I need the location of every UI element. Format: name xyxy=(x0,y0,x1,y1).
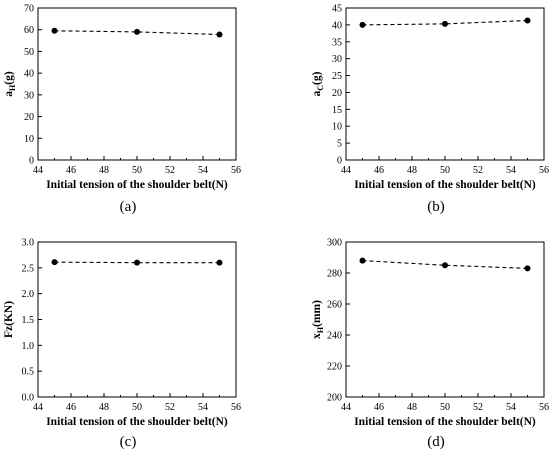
y-tick-label: 3.0 xyxy=(22,238,35,249)
x-tick-label: 44 xyxy=(33,402,43,413)
y-tick-label: 2.5 xyxy=(22,263,35,274)
y-tick-label: 50 xyxy=(24,47,34,58)
x-tick-label: 54 xyxy=(198,402,208,413)
x-tick-label: 54 xyxy=(198,165,208,176)
y-tick-label: 280 xyxy=(327,269,342,280)
data-point xyxy=(524,265,531,272)
x-tick-label: 48 xyxy=(99,402,109,413)
x-tick-label: 56 xyxy=(539,402,549,413)
chart-panel: 44 46 48 50 52 54 56 0.0 0.5 1.0 1.5 2.0 2.5 3.0 Initi… xyxy=(3,238,241,429)
y-tick-label: 10 xyxy=(24,134,34,145)
x-tick-label: 48 xyxy=(99,165,109,176)
x-tick-label: 54 xyxy=(506,165,516,176)
x-tick-label: 54 xyxy=(506,402,516,413)
plot-frame xyxy=(345,7,545,161)
y-tick-label: 0 xyxy=(29,156,34,167)
data-point xyxy=(359,257,366,264)
y-axis-label: aC(g) xyxy=(311,71,325,96)
x-tick-label: 52 xyxy=(473,402,483,413)
x-tick-label: 46 xyxy=(374,402,384,413)
y-tick-label: 40 xyxy=(24,69,34,80)
y-tick-label: 25 xyxy=(332,71,342,82)
data-point xyxy=(51,27,58,34)
y-tick-label: 30 xyxy=(24,90,34,101)
y-tick-label: 5 xyxy=(337,139,342,150)
y-tick-label: 1.5 xyxy=(22,315,35,326)
y-tick-label: 200 xyxy=(327,393,342,404)
data-point xyxy=(134,28,140,35)
y-tick-label: 70 xyxy=(24,4,34,15)
y-tick-label: 0.5 xyxy=(22,367,35,378)
y-tick-label: 45 xyxy=(332,4,342,15)
x-tick-label: 56 xyxy=(231,165,241,176)
x-tick-label: 46 xyxy=(66,402,76,413)
panel-label-b: (b) xyxy=(427,199,445,215)
y-tick-label: 1.0 xyxy=(22,341,35,352)
y-axis-label: xH(mm) xyxy=(311,300,325,339)
y-tick-label: 0 xyxy=(337,156,342,167)
x-tick-label: 44 xyxy=(341,402,351,413)
x-axis-label: Initial tension of the shoulder belt(N) xyxy=(46,179,228,191)
x-axis-label: Initial tension of the shoulder belt(N) xyxy=(46,416,228,428)
data-point xyxy=(442,20,448,27)
data-point xyxy=(216,31,223,38)
panel-label-c: (c) xyxy=(119,434,137,450)
data-point xyxy=(216,259,223,266)
y-tick-label: 15 xyxy=(332,105,342,116)
y-axis-label: aH(g) xyxy=(3,71,17,97)
y-tick-label: 40 xyxy=(332,20,342,31)
x-tick-label: 48 xyxy=(407,165,417,176)
x-tick-label: 56 xyxy=(231,402,241,413)
data-point xyxy=(134,259,140,266)
y-tick-label: 30 xyxy=(332,54,342,65)
data-point xyxy=(51,259,58,266)
chart-panel: 44 46 48 50 52 54 56 0 10 20 30 40 50 60 70 Initial ten… xyxy=(3,4,241,192)
x-tick-label: 44 xyxy=(341,165,351,176)
y-tick-label: 20 xyxy=(332,88,342,99)
x-tick-label: 52 xyxy=(473,165,483,176)
y-tick-label: 10 xyxy=(332,122,342,133)
data-point xyxy=(442,262,448,269)
chart-panel: 44 46 48 50 52 54 56 200 220 240 260 280 300 Initial … xyxy=(311,238,549,429)
x-tick-label: 50 xyxy=(132,165,142,176)
y-tick-label: 240 xyxy=(327,331,342,342)
x-tick-label: 52 xyxy=(165,402,175,413)
x-tick-label: 48 xyxy=(407,402,417,413)
x-tick-label: 46 xyxy=(374,165,384,176)
x-tick-label: 50 xyxy=(132,402,142,413)
x-tick-label: 56 xyxy=(539,165,549,176)
y-tick-label: 0.0 xyxy=(22,393,35,404)
y-tick-label: 220 xyxy=(327,362,342,373)
panel-label-d: (d) xyxy=(427,434,445,450)
x-tick-label: 46 xyxy=(66,165,76,176)
data-point xyxy=(359,21,366,28)
y-tick-label: 60 xyxy=(24,25,34,36)
x-tick-label: 52 xyxy=(165,165,175,176)
y-tick-label: 2.0 xyxy=(22,289,35,300)
x-axis-label: Initial tension of the shoulder belt(N) xyxy=(354,416,536,428)
x-tick-label: 50 xyxy=(440,402,450,413)
x-tick-label: 44 xyxy=(33,165,43,176)
y-tick-label: 20 xyxy=(24,112,34,123)
y-tick-label: 260 xyxy=(327,300,342,311)
x-axis-label: Initial tension of the shoulder belt(N) xyxy=(354,179,536,191)
chart-panel: 44 46 48 50 52 54 56 0 5 10 15 20 25 30 35 40 45 Initial … xyxy=(311,4,549,192)
y-axis-label: Fz(KN) xyxy=(3,301,15,338)
panel-label-a: (a) xyxy=(119,199,137,215)
y-tick-label: 35 xyxy=(332,37,342,48)
y-tick-label: 300 xyxy=(327,238,342,249)
x-tick-label: 50 xyxy=(440,165,450,176)
data-point xyxy=(524,17,531,24)
